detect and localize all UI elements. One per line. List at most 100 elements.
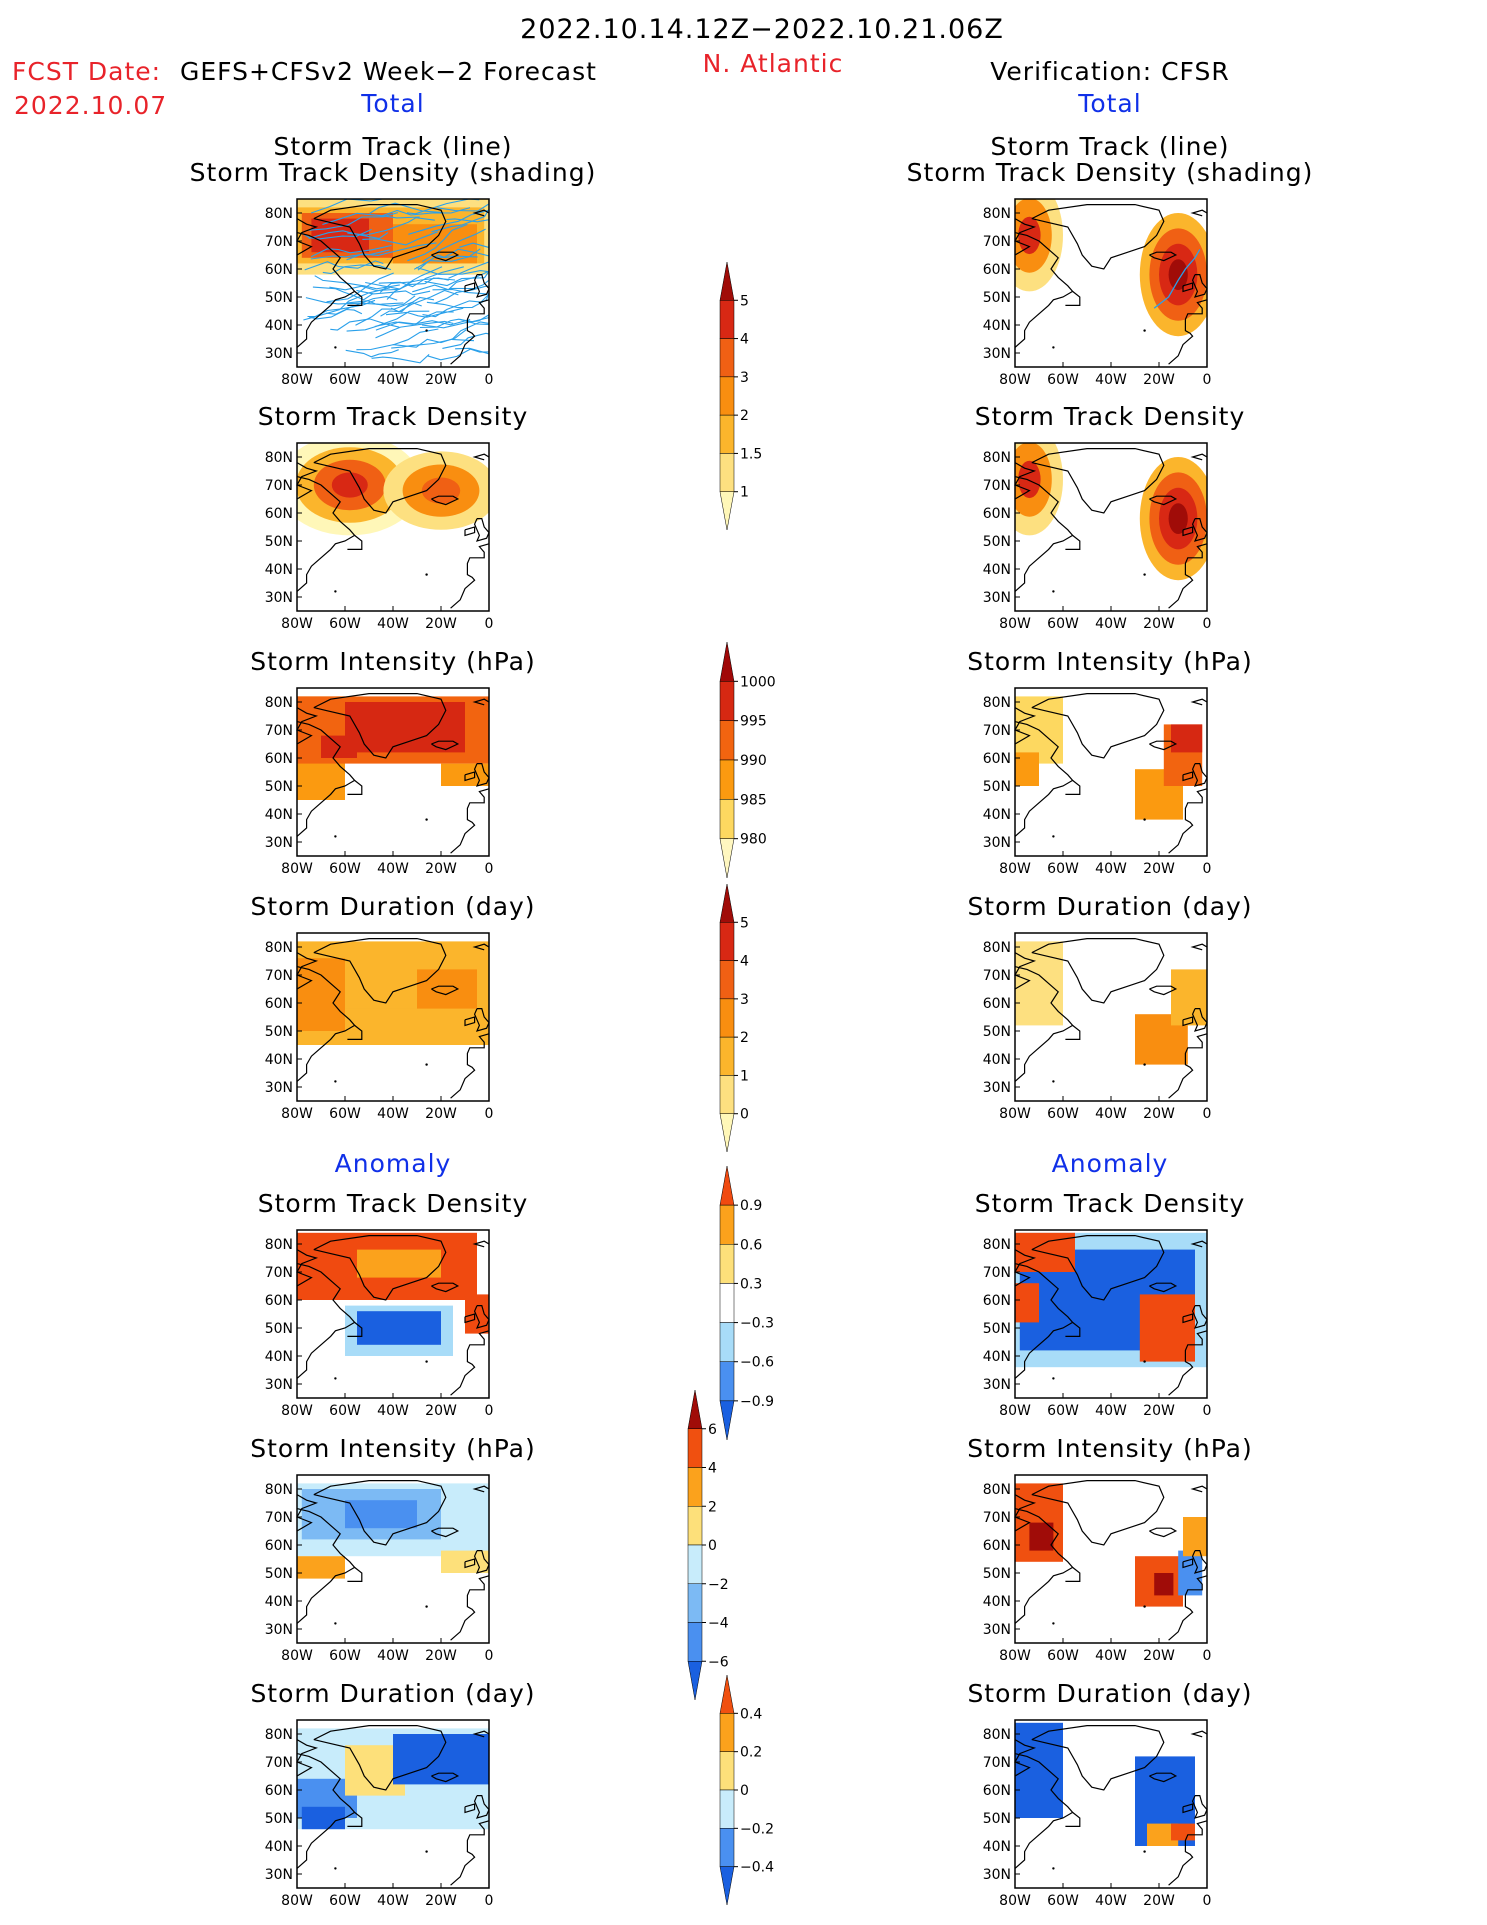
storm-track-line: [417, 254, 478, 271]
iberia-africa-coastline: [450, 1820, 490, 1886]
colorbar-label: 5: [740, 293, 749, 309]
panel-title-anom-intensity-left: Storm Intensity (hPa): [250, 1434, 536, 1463]
lon-tick-label: 20W: [1143, 372, 1175, 388]
lat-tick-label: 80N: [983, 695, 1011, 711]
colorbar-label: 0.6: [740, 1237, 762, 1253]
newfoundland-coastline: [1065, 534, 1081, 551]
map-frame: [1014, 1474, 1208, 1644]
anomaly-cell: [1154, 1573, 1174, 1596]
lon-tick-label: 0: [485, 1893, 494, 1909]
lat-tick-label: 40N: [265, 1594, 293, 1610]
map-anom-duration-forecast: 80W 60W 40W 20W 0 80N 70N 60N 50N 40N 30N: [265, 1719, 494, 1909]
baffin-coastline: [1014, 218, 1037, 256]
total-left-label: Total: [360, 89, 424, 118]
colorbar-label: 1: [740, 485, 749, 501]
map-density-forecast-field: [297, 443, 489, 536]
lon-tick-label: 40W: [377, 1403, 409, 1419]
iceland-coastline: [431, 740, 460, 751]
lat-tick-label: 60N: [983, 262, 1011, 278]
lat-tick-label: 70N: [983, 1510, 1011, 1526]
lon-tick-label: 20W: [425, 1106, 457, 1122]
britain-coastline: [473, 1304, 490, 1329]
colorbar-label: 4: [740, 332, 749, 348]
lon-tick-label: 60W: [329, 1106, 361, 1122]
baffin-coastline: [1014, 1494, 1037, 1532]
lat-tick-label: 30N: [265, 590, 293, 606]
lat-tick-label: 50N: [983, 1811, 1011, 1827]
lat-tick-label: 70N: [265, 1510, 293, 1526]
map-panels: 80W 60W 40W 20W 0 80N 70N 60N 50N 40N 30N 80W 60W 40W…: [265, 198, 1211, 1909]
lon-tick-label: 40W: [377, 1893, 409, 1909]
lat-tick-label: 50N: [983, 1566, 1011, 1582]
azores-island: [1143, 573, 1146, 576]
lat-tick-label: 60N: [265, 262, 293, 278]
lat-tick-label: 80N: [983, 1727, 1011, 1743]
lon-tick-label: 40W: [1095, 372, 1127, 388]
anomaly-cell: [1178, 1550, 1203, 1596]
lat-tick-label: 30N: [983, 590, 1011, 606]
lat-tick-label: 80N: [983, 1237, 1011, 1253]
colorbar-segment: [719, 1713, 735, 1752]
lat-tick-label: 50N: [265, 290, 293, 306]
azores-island: [425, 573, 428, 576]
baffin-coastline: [1014, 1739, 1037, 1777]
baffin-coastline: [296, 1739, 319, 1777]
svalbard-coastline: [1190, 453, 1208, 461]
map-anom-density-verification-field: [1015, 1232, 1207, 1368]
panel-title-anom-duration-right: Storm Duration (day): [967, 1679, 1252, 1708]
colorbar-segment: [687, 1583, 703, 1623]
map-anom-duration-verification-field: [1015, 1722, 1195, 1846]
newfoundland-coastline: [1065, 1566, 1081, 1583]
lon-tick-label: 0: [485, 1648, 494, 1664]
lat-tick-label: 80N: [983, 940, 1011, 956]
panel-title-duration-left: Storm Duration (day): [250, 892, 535, 921]
lat-tick-label: 70N: [265, 478, 293, 494]
map-anom-intensity-verification-field: [1015, 1483, 1207, 1607]
lat-tick-label: 30N: [265, 835, 293, 851]
bermuda-island: [334, 346, 337, 349]
colorbars: 5 4 3 2 1.5 1 1000 995 990 985 980 5 4 3 2 1 0 0.9 0.6 0.3 −…: [687, 261, 776, 1906]
iberia-africa-coastline: [450, 543, 490, 609]
ireland-coastline: [464, 1803, 476, 1814]
density-blob: [1168, 259, 1188, 290]
map-frame: [296, 442, 490, 612]
britain-coastline: [1191, 1549, 1208, 1574]
map-frame: [296, 1474, 490, 1644]
lat-tick-label: 30N: [265, 1377, 293, 1393]
iberia-africa-coastline: [450, 1575, 490, 1641]
map-anom-intensity-verification: 80W 60W 40W 20W 0 80N 70N 60N 50N 40N 30N: [983, 1474, 1211, 1664]
storm-track-line: [455, 347, 489, 361]
lat-tick-label: 40N: [983, 807, 1011, 823]
baffin-coastline: [1014, 707, 1037, 745]
iceland-coastline: [1149, 985, 1178, 996]
storm-track-line: [379, 277, 449, 293]
lon-tick-label: 0: [485, 372, 494, 388]
colorbar-segment: [719, 922, 735, 961]
iceland-coastline: [431, 495, 460, 506]
colorbar-segment: [719, 1751, 735, 1791]
storm-track-line: [422, 228, 486, 262]
newfoundland-coastline: [347, 1811, 363, 1828]
svalbard-coastline: [1190, 1730, 1208, 1738]
lat-tick-label: 60N: [983, 996, 1011, 1012]
lon-tick-label: 60W: [1047, 1106, 1079, 1122]
bermuda-island: [334, 1080, 337, 1083]
lat-tick-label: 80N: [983, 206, 1011, 222]
storm-track-line: [442, 332, 489, 349]
svalbard-coastline: [1190, 1485, 1208, 1493]
intensity-cell: [1171, 724, 1203, 753]
ireland-coastline: [464, 1558, 476, 1569]
storm-track-line: [412, 270, 489, 293]
colorbar-segment: [687, 1467, 703, 1507]
ireland-coastline: [1182, 1016, 1194, 1027]
ireland-coastline: [1182, 282, 1194, 293]
lat-tick-label: 80N: [265, 450, 293, 466]
lon-tick-label: 20W: [425, 1648, 457, 1664]
colorbar-label: 0: [740, 1107, 749, 1123]
lat-tick-label: 40N: [983, 318, 1011, 334]
bermuda-island: [334, 835, 337, 838]
map-intensity-forecast: 80W 60W 40W 20W 0 80N 70N 60N 50N 40N 30N: [265, 687, 493, 877]
panel-title-anom-density-left: Storm Track Density: [258, 1189, 529, 1218]
storm-track-line: [305, 297, 404, 305]
colorbar-label: 4: [740, 954, 749, 970]
